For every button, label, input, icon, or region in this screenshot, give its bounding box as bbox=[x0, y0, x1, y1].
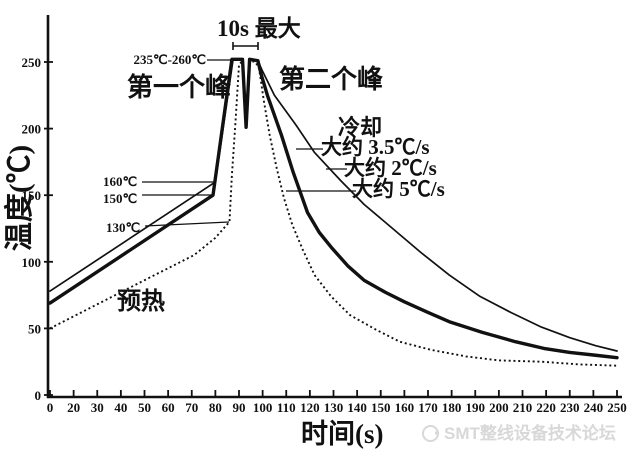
x-tick-label: 100 bbox=[253, 400, 273, 415]
x-tick-label: 70 bbox=[185, 400, 198, 415]
y-tick-label: 50 bbox=[28, 321, 41, 336]
annotation-rate-2: 大约 2℃/s bbox=[344, 156, 437, 180]
y-tick-label: 250 bbox=[22, 55, 42, 70]
annotation-preheat: 预热 bbox=[117, 289, 165, 315]
watermark: SMT整线设备技术论坛 bbox=[422, 425, 616, 442]
x-tick-label: 40 bbox=[114, 400, 127, 415]
annotation-150c: 150℃ bbox=[103, 191, 138, 206]
10s-span-bracket bbox=[232, 42, 259, 50]
x-tick-label: 0 bbox=[47, 400, 54, 415]
y-tick-label: 150 bbox=[22, 188, 42, 203]
watermark-text: SMT整线设备技术论坛 bbox=[444, 424, 616, 443]
x-tick-label: 250 bbox=[607, 400, 627, 415]
x-tick-label: 140 bbox=[347, 400, 367, 415]
annotation-rate-5: 大约 5℃/s bbox=[352, 177, 445, 201]
x-tick-label: 80 bbox=[209, 400, 222, 415]
x-tick-label: 210 bbox=[513, 400, 533, 415]
x-tick-label: 220 bbox=[536, 400, 556, 415]
axis-ticks-and-labels: 0 20 30 40 50 60 70 80 90 100 110 120 130 140 150 160 17… bbox=[22, 55, 627, 415]
x-tick-label: 190 bbox=[466, 400, 486, 415]
x-tick-label: 60 bbox=[162, 400, 175, 415]
y-axis-title: 温度(℃) bbox=[4, 144, 36, 252]
x-tick-label: 30 bbox=[91, 400, 104, 415]
y-tick-label: 100 bbox=[22, 255, 42, 270]
x-tick-label: 50 bbox=[138, 400, 151, 415]
annotation-10s-max: 10s 最大 bbox=[217, 16, 301, 41]
x-tick-label: 180 bbox=[442, 400, 462, 415]
y-tick-label: 200 bbox=[22, 122, 42, 137]
annotation-second-peak: 第二个峰 bbox=[279, 65, 384, 94]
leader-lines bbox=[142, 59, 356, 227]
x-tick-label: 90 bbox=[233, 400, 246, 415]
x-tick-label: 230 bbox=[560, 400, 580, 415]
x-tick-label: 170 bbox=[418, 400, 438, 415]
annotation-rate-3-5: 大约 3.5℃/s bbox=[321, 135, 430, 159]
x-axis-title: 时间(s) bbox=[301, 419, 384, 449]
x-tick-label: 160 bbox=[395, 400, 415, 415]
x-tick-label: 110 bbox=[277, 400, 296, 415]
y-tick-label: 0 bbox=[35, 388, 42, 403]
axis-lines bbox=[46, 15, 622, 399]
curve-dotted bbox=[49, 59, 618, 367]
x-tick-label: 120 bbox=[300, 400, 320, 415]
annotation-cooling: 冷却 bbox=[338, 115, 383, 140]
curve-thick-solid bbox=[48, 57, 619, 360]
watermark-logo-icon bbox=[422, 425, 439, 442]
x-tick-label: 130 bbox=[324, 400, 344, 415]
x-tick-label: 150 bbox=[371, 400, 391, 415]
annotation-130c: 130℃ bbox=[106, 220, 141, 235]
x-tick-label: 200 bbox=[489, 400, 509, 415]
annotation-peak-range: 235℃-260℃ bbox=[133, 52, 206, 67]
x-tick-label: 240 bbox=[584, 400, 604, 415]
axes bbox=[46, 15, 622, 399]
annotation-first-peak: 第一个峰 bbox=[127, 73, 232, 102]
annotation-160c: 160℃ bbox=[103, 174, 138, 189]
x-tick-label: 20 bbox=[67, 400, 80, 415]
profile-curves bbox=[48, 57, 619, 367]
leader-130c bbox=[144, 221, 230, 227]
